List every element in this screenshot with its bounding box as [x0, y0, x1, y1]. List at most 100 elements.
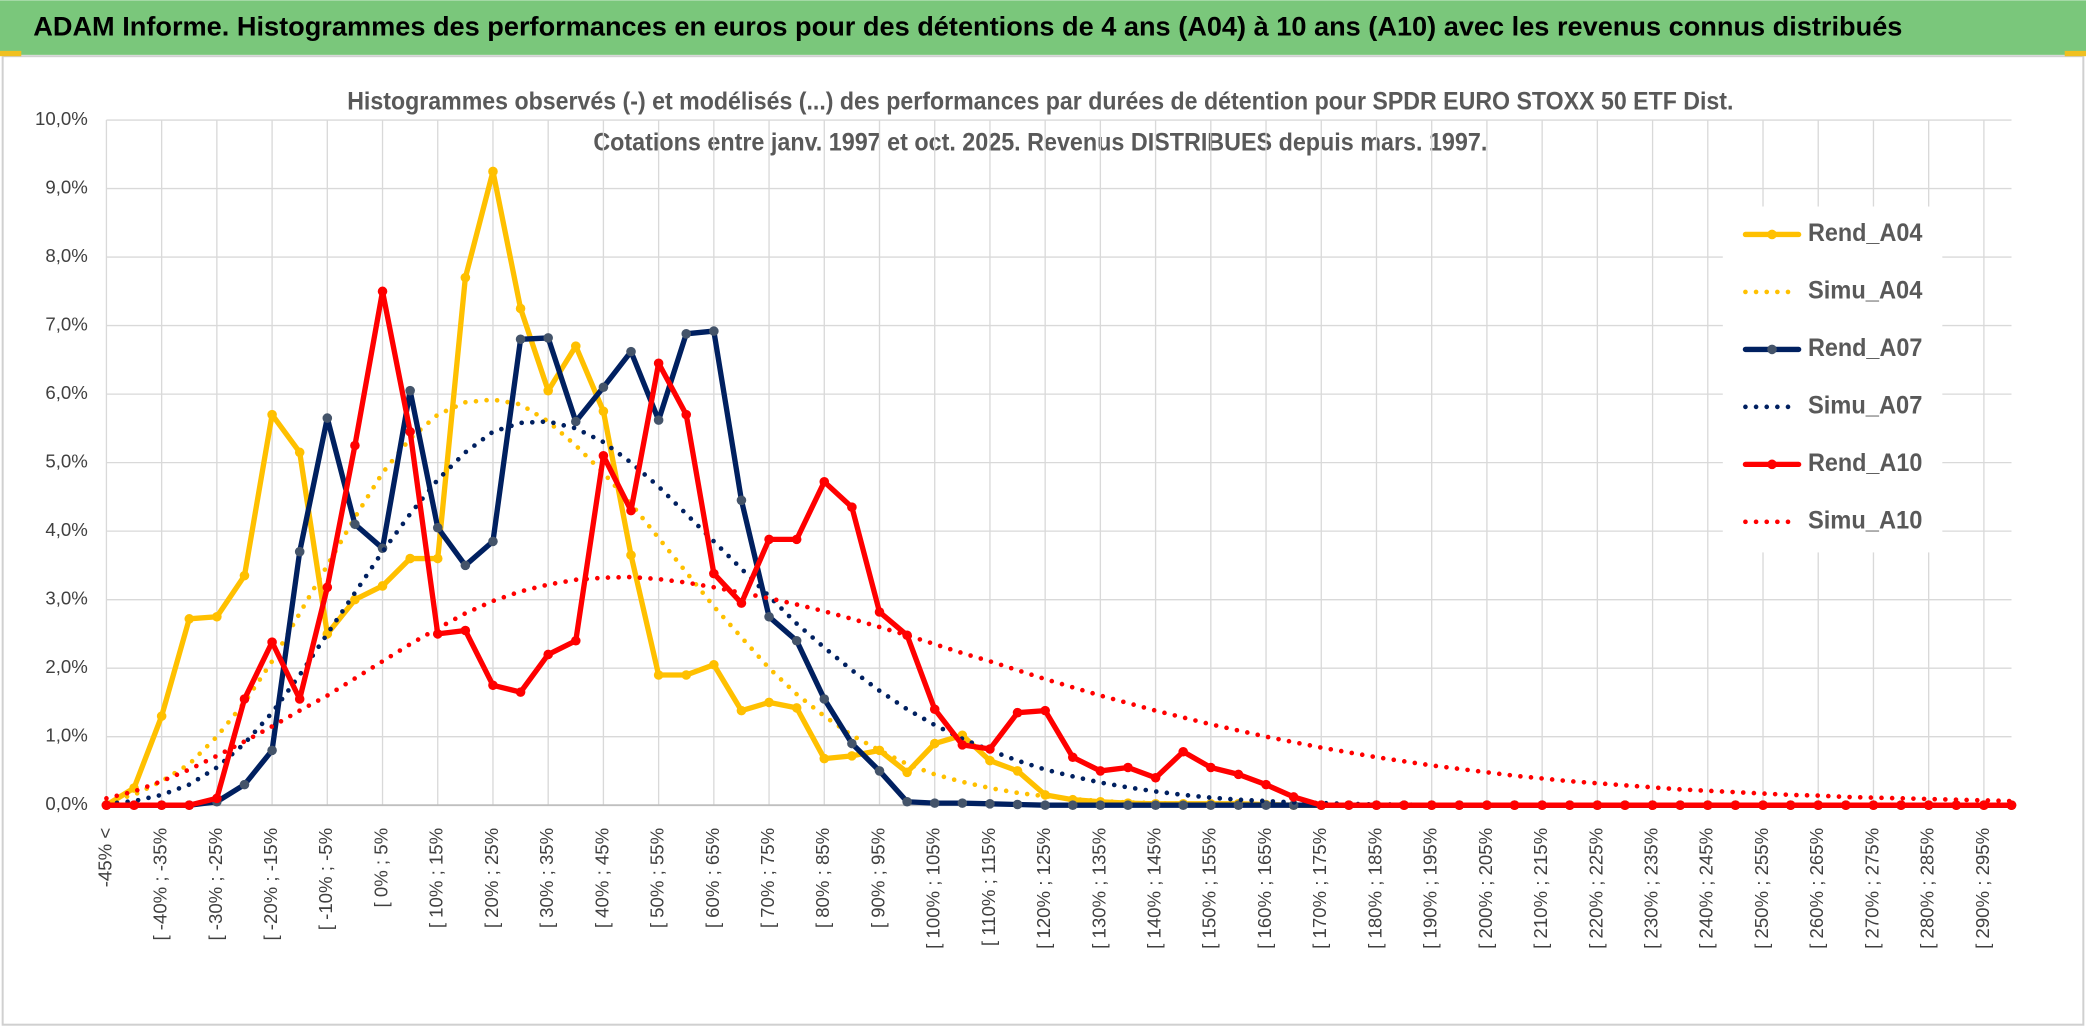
x-tick-label: [ 260% ; 265% [1806, 828, 1827, 949]
legend-marker [1767, 229, 1777, 240]
legend-marker [1767, 459, 1777, 470]
data-point [432, 629, 443, 639]
data-point [1758, 800, 1768, 810]
data-point [1123, 800, 1133, 810]
data-point [1233, 800, 1244, 810]
data-point [1647, 800, 1658, 810]
x-tick-label: [ 100% ; 105% [923, 828, 944, 949]
data-point [488, 166, 498, 177]
data-point [1620, 800, 1630, 810]
data-point [681, 409, 692, 420]
x-tick-label: [ 160% ; 165% [1254, 828, 1275, 949]
legend-label: Rend_A10 [1808, 449, 1922, 477]
data-point [101, 800, 112, 810]
y-tick-label: 8,0% [45, 245, 87, 266]
legend-label: Simu_A04 [1808, 277, 1922, 305]
data-point [791, 703, 802, 713]
data-point [405, 553, 415, 564]
legend-label: Simu_A10 [1808, 506, 1922, 534]
x-tick-label: [ 0% ; 5% [370, 828, 391, 908]
x-tick-label: [ 240% ; 245% [1696, 828, 1717, 949]
data-point [626, 505, 636, 516]
x-tick-label: [ 250% ; 255% [1751, 828, 1772, 949]
data-point [681, 670, 692, 680]
data-point [1067, 800, 1078, 810]
data-point [1012, 707, 1023, 718]
data-point [1067, 752, 1078, 763]
data-point [515, 687, 526, 697]
data-point [929, 704, 940, 715]
x-tick-label: [ 90% ; 95% [867, 828, 888, 928]
data-point [791, 635, 802, 646]
data-point [847, 502, 857, 512]
data-point [267, 637, 277, 647]
y-tick-label: 2,0% [45, 656, 87, 677]
header-bar [0, 0, 2086, 55]
data-point [1316, 800, 1327, 810]
data-point [1509, 800, 1520, 810]
data-point [156, 800, 167, 810]
data-point [377, 286, 388, 297]
data-point [653, 358, 664, 369]
chart-subtitle: Cotations entre janv. 1997 et oct. 2025.… [593, 129, 1487, 157]
x-tick-label: [ 220% ; 225% [1585, 828, 1606, 949]
x-tick-label: [ -40% ; -35% [150, 828, 171, 941]
data-point [1233, 769, 1244, 780]
y-tick-label: 9,0% [45, 176, 87, 197]
x-tick-label: [ 210% ; 215% [1530, 828, 1551, 949]
data-point [405, 385, 415, 396]
data-point [432, 522, 443, 533]
data-point [1592, 800, 1603, 810]
legend-label: Rend_A04 [1808, 219, 1922, 247]
x-tick-label: [ 180% ; 185% [1364, 828, 1385, 949]
data-point [598, 382, 609, 393]
data-point [1178, 746, 1188, 757]
data-point [543, 385, 553, 396]
data-point [1785, 800, 1796, 810]
data-point [653, 415, 664, 425]
x-tick-label: [ 20% ; 25% [481, 828, 502, 928]
x-tick-label: [ 120% ; 125% [1033, 828, 1054, 949]
data-point [1261, 779, 1271, 790]
y-tick-label: 5,0% [45, 451, 87, 472]
data-point [681, 329, 692, 339]
data-point [212, 793, 222, 804]
data-point [543, 333, 553, 343]
data-point [515, 334, 526, 345]
data-point [1564, 800, 1575, 810]
x-tick-label: [ 290% ; 295% [1972, 828, 1993, 949]
data-point [405, 427, 415, 437]
data-point [1040, 800, 1050, 810]
data-point [1896, 800, 1906, 810]
data-point [626, 550, 636, 560]
data-point [736, 495, 747, 506]
data-point [598, 406, 609, 417]
data-point [156, 711, 167, 721]
data-point [294, 447, 305, 458]
x-tick-label: [ 30% ; 35% [536, 828, 557, 928]
data-point [819, 753, 830, 764]
data-point [1841, 800, 1851, 810]
data-point [267, 745, 277, 756]
data-point [819, 477, 830, 487]
data-point [1178, 800, 1188, 810]
data-point [460, 560, 471, 571]
data-point [1206, 800, 1216, 810]
x-tick-label: -45% < [94, 828, 115, 887]
data-point [1150, 800, 1161, 810]
data-point [1426, 800, 1437, 810]
data-point [239, 779, 250, 790]
data-point [1040, 705, 1050, 716]
data-point [1150, 772, 1161, 783]
data-point [184, 614, 195, 624]
legend-box [1722, 206, 1943, 553]
data-point [764, 611, 774, 622]
data-point [1371, 800, 1382, 810]
data-point [1730, 800, 1741, 810]
data-point [1454, 800, 1465, 810]
page-title: ADAM Informe. Histogrammes des performan… [33, 11, 1902, 41]
data-point [1951, 800, 1962, 810]
x-tick-label: [ 110% ; 115% [978, 828, 999, 946]
